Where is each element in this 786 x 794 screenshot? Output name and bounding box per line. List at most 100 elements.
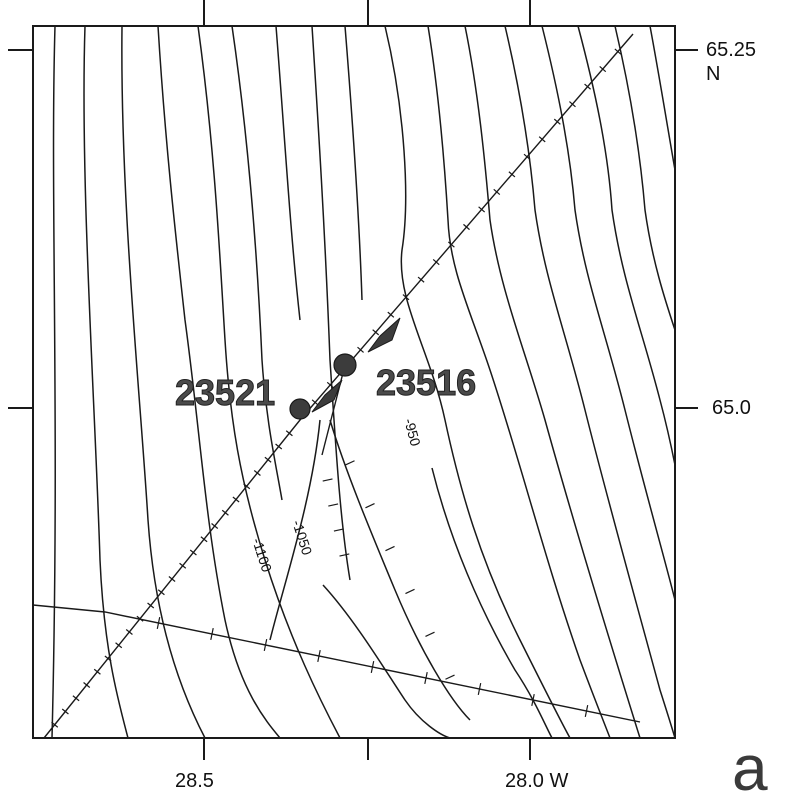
track-tick xyxy=(405,588,415,595)
track-tick xyxy=(104,655,112,662)
track-tick xyxy=(445,674,455,680)
track-tick xyxy=(179,562,187,569)
track-tick xyxy=(253,470,261,476)
track-tick xyxy=(285,430,293,437)
contour-line xyxy=(577,25,676,466)
contour-line xyxy=(649,25,676,171)
track-tick xyxy=(538,136,546,143)
track-arrows xyxy=(311,317,401,413)
lon-label-28-0: 28.0 W xyxy=(505,770,568,792)
track-tick xyxy=(317,650,321,662)
contour-line xyxy=(384,25,571,739)
track-tick xyxy=(115,642,123,649)
contour-line xyxy=(504,25,676,739)
station-label-23516: 23516 xyxy=(376,362,476,403)
track-tick xyxy=(508,171,516,178)
track-tick xyxy=(264,456,272,463)
track-tick xyxy=(553,118,561,125)
track-tick xyxy=(311,399,319,406)
track-tick xyxy=(357,346,364,353)
track-tick xyxy=(463,223,470,231)
contour-line xyxy=(197,25,341,739)
track-tick xyxy=(333,528,344,532)
track-tick xyxy=(200,536,208,543)
contour-line xyxy=(541,25,676,601)
track-tick xyxy=(417,276,425,283)
track-tick xyxy=(478,206,486,213)
track-tick xyxy=(125,629,133,635)
depth-contours xyxy=(51,25,676,739)
contour-line xyxy=(329,419,471,721)
track-southern xyxy=(32,604,641,723)
contour-line xyxy=(311,25,351,581)
lat-label-65-0: 65.0 xyxy=(712,397,751,419)
track-tick xyxy=(569,101,576,108)
track-tick xyxy=(61,708,69,715)
track-tick xyxy=(83,682,91,688)
track-tick xyxy=(523,153,531,160)
track-tick xyxy=(232,496,240,503)
track-tick xyxy=(402,294,410,301)
track-tick xyxy=(263,639,268,651)
track-tick xyxy=(221,509,229,516)
axis-labels: 28.5 28.0 W 65.25 N 65.0 xyxy=(175,39,756,792)
stations: 23521 23516 xyxy=(175,353,477,420)
track-segment xyxy=(321,364,346,456)
track-tick xyxy=(493,188,501,195)
track-tick xyxy=(275,443,283,450)
track-tick xyxy=(614,48,622,55)
track-tick xyxy=(157,589,165,596)
ship-tracks xyxy=(32,33,641,739)
track-tick xyxy=(599,66,607,73)
contour-label-1100: -1100 xyxy=(249,536,275,574)
arrow-icon xyxy=(367,317,401,353)
lat-label-65-25: 65.25 xyxy=(706,39,756,61)
track-tick xyxy=(372,329,380,336)
contour-line xyxy=(121,25,206,739)
lon-label-28-5: 28.5 xyxy=(175,770,214,792)
contour-line xyxy=(431,467,553,739)
contour-label-950: -950 xyxy=(401,417,424,448)
contour-line xyxy=(269,419,321,641)
track-tick xyxy=(51,721,59,728)
track-tick xyxy=(584,83,592,90)
track-tick xyxy=(322,478,333,482)
track-tick xyxy=(365,503,375,509)
track-tick xyxy=(345,460,355,466)
station-marker-23521 xyxy=(289,398,311,420)
track-tick xyxy=(156,617,161,629)
track-tick xyxy=(243,483,251,490)
track-tick xyxy=(477,683,482,695)
station-label-23521: 23521 xyxy=(175,372,275,413)
arrow-icon xyxy=(311,379,343,413)
contour-line xyxy=(464,25,641,739)
panel-letter: a xyxy=(732,732,768,794)
track-tick xyxy=(210,628,214,640)
track-tick xyxy=(432,259,440,266)
map-frame xyxy=(32,25,676,739)
track-tick xyxy=(424,672,428,684)
track-tick xyxy=(168,576,176,582)
track-tick xyxy=(447,241,455,248)
contour-line xyxy=(231,25,283,501)
track-tick xyxy=(72,695,80,702)
track-tick xyxy=(147,602,155,609)
contour-line xyxy=(344,25,363,301)
track-tick xyxy=(370,661,375,673)
contour-label-1050: -1050 xyxy=(289,518,315,557)
track-tick xyxy=(328,503,339,507)
track-tick xyxy=(387,311,395,318)
track-tick xyxy=(93,668,101,675)
contour-line xyxy=(427,25,611,739)
track-tick xyxy=(584,705,589,717)
track-tick xyxy=(531,694,535,706)
contour-line xyxy=(322,584,451,739)
contour-line xyxy=(83,25,129,739)
track-tick xyxy=(136,615,144,622)
contour-line xyxy=(275,25,301,321)
track-tick xyxy=(326,381,334,388)
axis-ticks xyxy=(8,0,698,760)
track-tick xyxy=(339,553,350,557)
track-tick-marks xyxy=(51,48,622,728)
